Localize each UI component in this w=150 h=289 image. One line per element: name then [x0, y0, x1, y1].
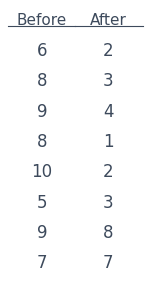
Text: 2: 2 [103, 42, 113, 60]
Text: 6: 6 [37, 42, 47, 60]
Text: 8: 8 [103, 224, 113, 242]
Text: 7: 7 [103, 254, 113, 272]
Text: 5: 5 [37, 194, 47, 212]
Text: 9: 9 [37, 224, 47, 242]
Text: 1: 1 [103, 133, 113, 151]
Text: 8: 8 [37, 72, 47, 90]
Text: 2: 2 [103, 163, 113, 181]
Text: 10: 10 [32, 163, 52, 181]
Text: 7: 7 [37, 254, 47, 272]
Text: 4: 4 [103, 103, 113, 121]
Text: Before: Before [17, 13, 67, 28]
Text: 3: 3 [103, 72, 113, 90]
Text: 9: 9 [37, 103, 47, 121]
Text: 8: 8 [37, 133, 47, 151]
Text: 3: 3 [103, 194, 113, 212]
Text: After: After [90, 13, 126, 28]
